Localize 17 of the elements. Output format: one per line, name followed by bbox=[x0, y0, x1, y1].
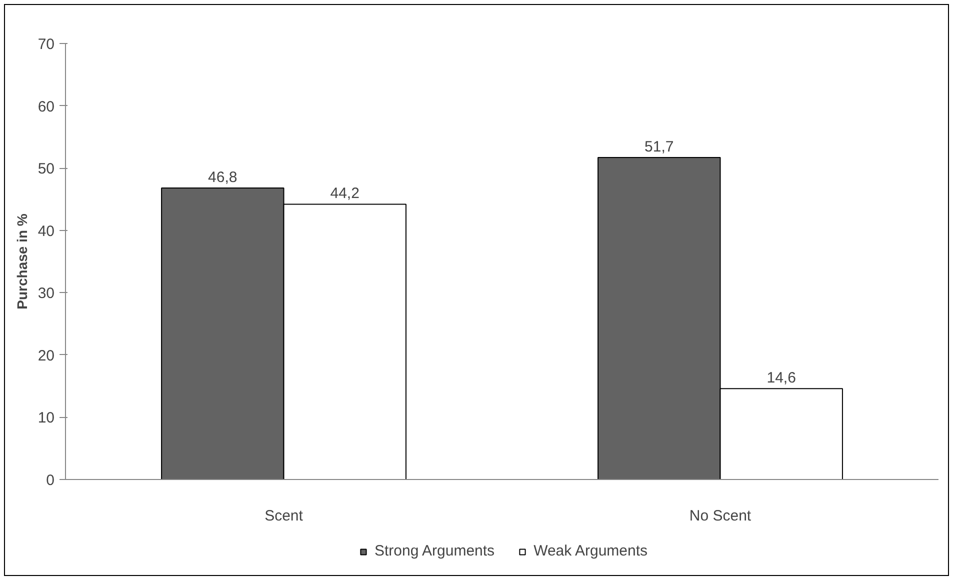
x-tick-label: No Scent bbox=[689, 508, 752, 524]
y-tick-label: 40 bbox=[38, 222, 55, 240]
y-tick-label: 20 bbox=[38, 347, 55, 364]
y-tick-label: 10 bbox=[38, 410, 55, 427]
x-tick-label: Scent bbox=[264, 508, 304, 524]
y-tick-label: 0 bbox=[46, 472, 54, 489]
y-tick-label: 50 bbox=[38, 160, 55, 178]
data-label: 14,6 bbox=[766, 370, 796, 387]
y-tick-label: 70 bbox=[38, 36, 55, 53]
y-axis-title: Purchase in % bbox=[14, 213, 30, 310]
legend-label: Weak Arguments bbox=[534, 542, 648, 560]
legend-label: Strong Arguments bbox=[374, 542, 495, 560]
data-label: 44,2 bbox=[330, 185, 360, 202]
data-label: 46,8 bbox=[208, 169, 238, 186]
y-tick-label: 60 bbox=[38, 98, 55, 116]
data-label: 51,7 bbox=[644, 138, 674, 156]
y-tick-label: 30 bbox=[38, 285, 55, 302]
